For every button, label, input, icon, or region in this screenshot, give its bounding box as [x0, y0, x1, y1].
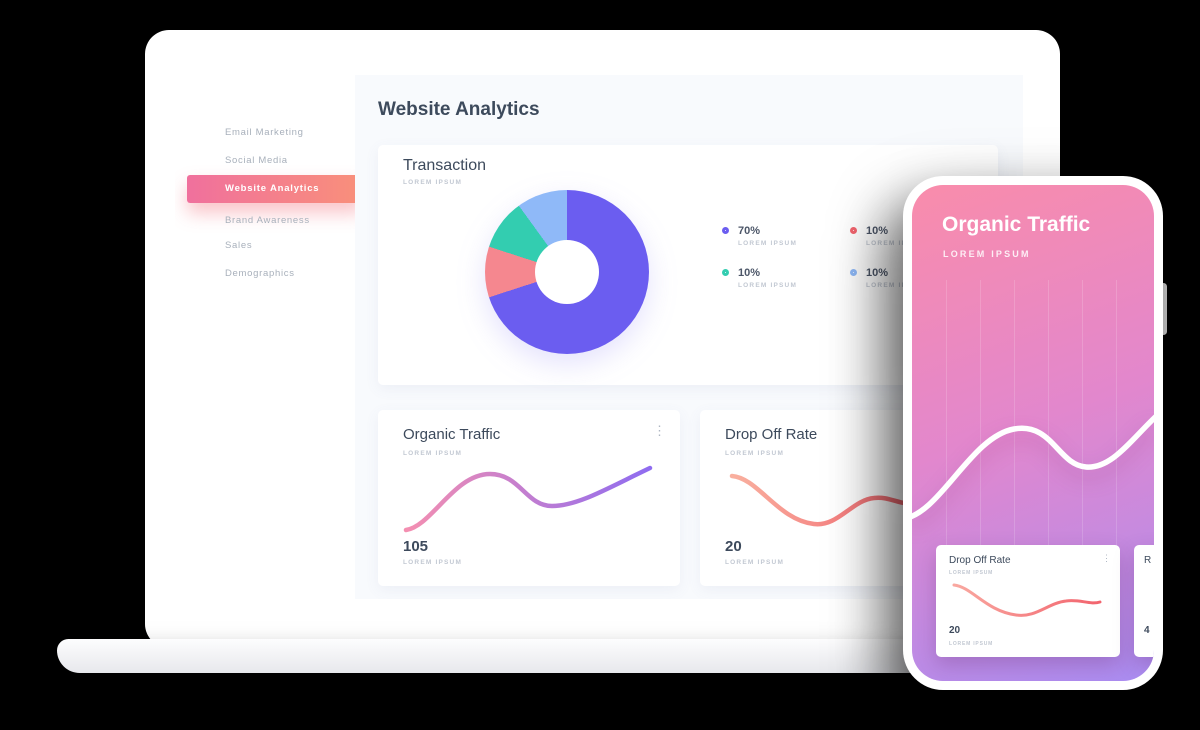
legend-label: LOREM IPSUM	[866, 282, 926, 289]
phone-page-title: Organic Traffic	[942, 213, 1091, 236]
legend-label: LOREM IPSUM	[738, 240, 798, 247]
kebab-menu-icon[interactable]: ⋮	[1102, 553, 1111, 563]
organic-metric-label: LOREM IPSUM	[403, 559, 463, 566]
sidebar-item-sales[interactable]: Sales	[225, 240, 253, 251]
legend-value: 10%	[866, 267, 889, 279]
organic-traffic-card: Organic Traffic LOREM IPSUM ⋮ 105 LOREM …	[378, 410, 680, 586]
kebab-menu-icon[interactable]: ⋮	[653, 423, 666, 438]
legend-item: 10% LOREM IPSUM	[722, 267, 850, 289]
phone-card-value-label: LOREM IPSUM	[949, 641, 994, 647]
phone-drop-off-chart	[952, 583, 1102, 617]
phone-screen: Organic Traffic LOREM IPSUM Drop Off Rat…	[912, 185, 1154, 681]
sidebar-item-website-analytics[interactable]: Website Analytics	[187, 175, 363, 203]
sidebar-item-email-marketing[interactable]: Email Marketing	[225, 127, 304, 138]
legend-value: 10%	[738, 267, 761, 279]
legend-item: 10% LOREM IPSUM	[850, 267, 970, 289]
legend-item: 10% LOREM IPSUM	[850, 225, 970, 247]
gridline	[946, 280, 947, 651]
drop-off-rate-chart	[729, 473, 917, 527]
phone-page-subtitle: LOREM IPSUM	[943, 249, 1031, 259]
transaction-card: Transaction LOREM IPSUM 70% LOREM IPSUM	[378, 145, 998, 385]
legend-ring-icon	[722, 227, 729, 234]
phone-card-value: 20	[949, 625, 961, 636]
phone-partial-card: R 4	[1134, 545, 1154, 657]
gridline	[1014, 280, 1015, 651]
phone-card-subtitle: LOREM IPSUM	[949, 570, 994, 576]
dropoff-card-title: Drop Off Rate	[725, 426, 818, 443]
sidebar: Email Marketing Social Media Website Ana…	[175, 75, 363, 599]
legend-label: LOREM IPSUM	[866, 240, 926, 247]
phone-mockup: Organic Traffic LOREM IPSUM Drop Off Rat…	[903, 176, 1163, 690]
legend-ring-icon	[850, 269, 857, 276]
legend-item: 70% LOREM IPSUM	[722, 225, 850, 247]
phone-card-value: 4	[1144, 625, 1150, 636]
donut-legend: 70% LOREM IPSUM 10% LOREM IPSUM	[722, 225, 970, 289]
transaction-card-title: Transaction	[403, 157, 486, 174]
page-title: Website Analytics	[378, 99, 540, 120]
phone-drop-off-card: Drop Off Rate LOREM IPSUM ⋮ 20 LOREM IPS…	[936, 545, 1120, 657]
dashboard-screen: Email Marketing Social Media Website Ana…	[175, 75, 1023, 599]
donut-chart	[485, 190, 649, 354]
organic-metric-value: 105	[403, 538, 429, 555]
legend-value: 10%	[866, 225, 889, 237]
gridline	[980, 280, 981, 651]
legend-ring-icon	[850, 227, 857, 234]
phone-card-title: Drop Off Rate	[949, 555, 1011, 566]
dropoff-metric-label: LOREM IPSUM	[725, 559, 785, 566]
organic-card-subtitle: LOREM IPSUM	[403, 450, 463, 457]
sidebar-item-demographics[interactable]: Demographics	[225, 268, 295, 279]
organic-card-title: Organic Traffic	[403, 426, 501, 443]
dropoff-card-subtitle: LOREM IPSUM	[725, 450, 785, 457]
organic-traffic-chart	[403, 465, 653, 533]
legend-ring-icon	[722, 269, 729, 276]
transaction-card-subtitle: LOREM IPSUM	[403, 179, 463, 186]
legend-label: LOREM IPSUM	[738, 282, 798, 289]
legend-value: 70%	[738, 225, 761, 237]
phone-card-title: R	[1144, 555, 1152, 566]
phone-side-button	[1160, 283, 1167, 335]
gridline	[1116, 280, 1117, 651]
gridline	[1048, 280, 1049, 651]
phone-organic-traffic-chart	[912, 414, 1154, 520]
sidebar-item-brand-awareness[interactable]: Brand Awareness	[225, 215, 310, 226]
sidebar-item-social-media[interactable]: Social Media	[225, 155, 288, 166]
dropoff-metric-value: 20	[725, 538, 742, 555]
